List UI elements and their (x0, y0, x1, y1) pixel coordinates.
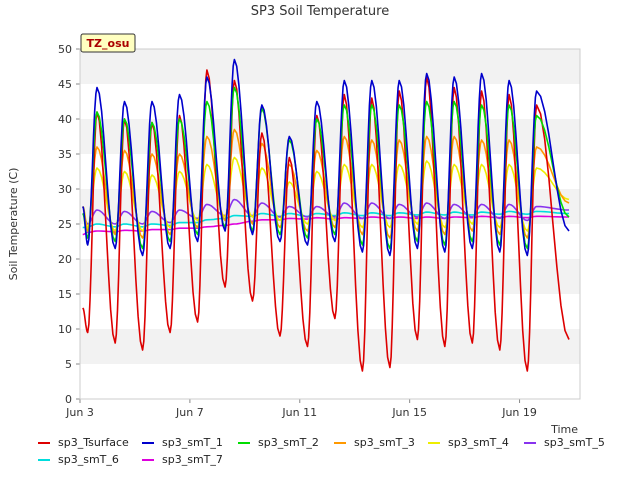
chart-title: SP3 Soil Temperature (251, 4, 389, 19)
legend-item-sp3-smt-5: sp3_smT_5 (524, 436, 605, 449)
legend-swatch (238, 441, 250, 444)
legend-swatch (142, 441, 154, 444)
grid-band (80, 329, 580, 364)
grid-band (80, 49, 580, 84)
y-tick-label: 5 (65, 358, 72, 371)
legend-label: sp3_smT_7 (162, 453, 223, 466)
grid-band (80, 119, 580, 154)
legend-item-sp3-smt-6: sp3_smT_6 (38, 453, 119, 466)
y-tick-label: 20 (58, 253, 72, 266)
legend-swatch (334, 441, 346, 444)
legend-label: sp3_smT_5 (544, 436, 605, 449)
legend-label: sp3_smT_3 (354, 436, 415, 449)
x-tick-label: Jun 3 (65, 406, 94, 419)
legend-item-sp3-smt-4: sp3_smT_4 (428, 436, 509, 449)
x-tick-label: Jun 7 (175, 406, 204, 419)
legend-item-sp3-smt-2: sp3_smT_2 (238, 436, 319, 449)
series-line-sp3-smt-1 (81, 58, 570, 257)
legend-item-sp3-tsurface: sp3_Tsurface (38, 436, 129, 449)
y-tick-label: 0 (65, 393, 72, 406)
y-tick-label: 50 (58, 43, 72, 56)
legend-swatch (38, 441, 50, 444)
legend-row-2: sp3_smT_6 sp3_smT_7 (0, 453, 640, 469)
legend-swatch (38, 458, 50, 461)
legend-item-sp3-smt-1: sp3_smT_1 (142, 436, 223, 449)
y-tick-label: 40 (58, 113, 72, 126)
tz-badge-label: TZ_osu (87, 37, 130, 50)
y-tick-label: 30 (58, 183, 72, 196)
legend-label: sp3_smT_6 (58, 453, 119, 466)
legend-swatch (142, 458, 154, 461)
y-tick-label: 15 (58, 288, 72, 301)
tz-badge: TZ_osu (80, 33, 136, 53)
legend-item-sp3-smt-3: sp3_smT_3 (334, 436, 415, 449)
y-tick-label: 35 (58, 148, 72, 161)
x-axis-label: Time (550, 423, 578, 436)
axis-ticks: 0 5 10 15 20 25 30 35 40 45 50 Jun 3 Jun 7 Jun 11 Jun … (58, 43, 537, 419)
x-tick-label: Jun 11 (281, 406, 317, 419)
x-tick-label: Jun 15 (391, 406, 427, 419)
series-lines (81, 58, 570, 372)
legend-label: sp3_Tsurface (58, 436, 129, 449)
plot-frame (79, 48, 581, 400)
legend-item-sp3-smt-7: sp3_smT_7 (142, 453, 223, 466)
legend-label: sp3_smT_4 (448, 436, 509, 449)
y-tick-label: 10 (58, 323, 72, 336)
legend-label: sp3_smT_2 (258, 436, 319, 449)
x-tick-label: Jun 19 (501, 406, 537, 419)
y-tick-label: 45 (58, 78, 72, 91)
legend-row-1: sp3_Tsurface sp3_smT_1 sp3_smT_2 sp3_smT… (0, 436, 640, 452)
y-tick-label: 25 (58, 218, 72, 231)
legend-swatch (524, 441, 536, 444)
legend-label: sp3_smT_1 (162, 436, 223, 449)
legend-swatch (428, 441, 440, 444)
y-axis-label: Soil Temperature (C) (7, 168, 20, 281)
